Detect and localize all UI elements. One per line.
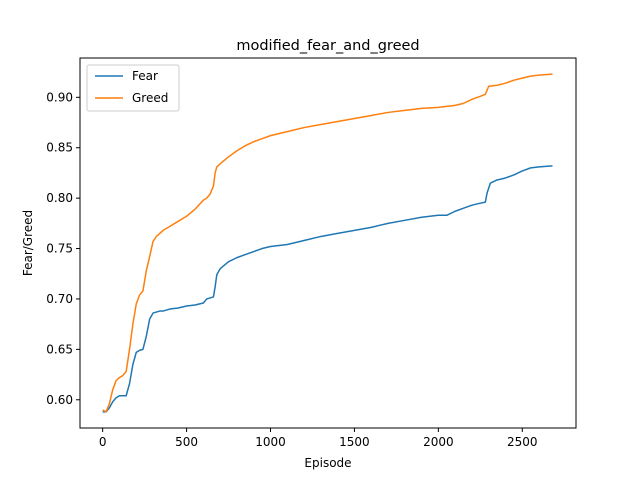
x-tick-label: 2500: [507, 435, 538, 449]
chart-title: modified_fear_and_greed: [236, 38, 419, 54]
y-tick-label: 0.65: [46, 342, 73, 356]
y-axis-label: Fear/Greed: [21, 210, 35, 276]
x-tick-label: 2000: [423, 435, 454, 449]
legend-fear-label: Fear: [132, 69, 158, 83]
y-axis-ticks: 0.60 0.65 0.70 0.75 0.80 0.85 0.90: [46, 90, 80, 407]
x-axis-ticks: 0 500 1000 1500 2000 2500: [99, 428, 538, 449]
legend: Fear Greed: [86, 64, 180, 112]
y-tick-label: 0.90: [46, 90, 73, 104]
y-tick-label: 0.85: [46, 141, 73, 155]
plot-lines: [102, 73, 553, 413]
legend-greed-label: Greed: [132, 91, 168, 105]
x-tick-label: 0: [99, 435, 107, 449]
y-tick-label: 0.80: [46, 191, 73, 205]
x-tick-label: 1500: [339, 435, 370, 449]
y-tick-label: 0.75: [46, 242, 73, 256]
x-axis-label: Episode: [304, 456, 351, 470]
y-tick-label: 0.70: [46, 292, 73, 306]
x-tick-label: 1000: [255, 435, 286, 449]
axes-frame: [79, 57, 577, 429]
x-tick-label: 500: [175, 435, 198, 449]
series-line-fear: [102, 165, 553, 413]
series-line-greed: [102, 73, 553, 413]
y-tick-label: 0.60: [46, 393, 73, 407]
